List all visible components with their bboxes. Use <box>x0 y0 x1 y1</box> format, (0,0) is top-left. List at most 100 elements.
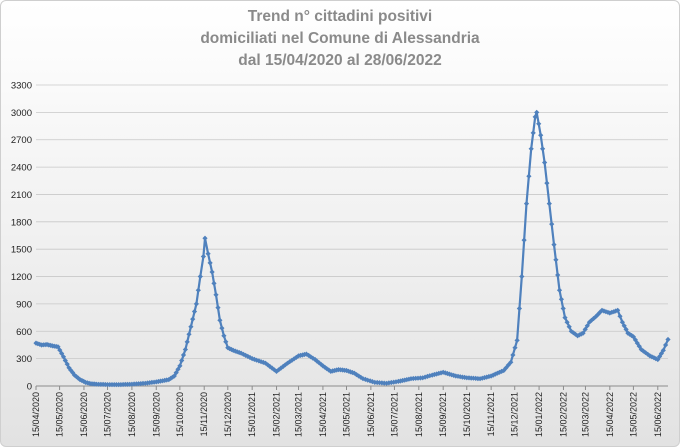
data-point <box>293 354 299 360</box>
data-point <box>320 363 326 369</box>
data-point <box>77 377 83 383</box>
data-point <box>643 350 649 356</box>
data-point <box>258 359 264 365</box>
data-point <box>180 352 187 358</box>
data-point <box>249 356 255 362</box>
data-point <box>576 332 582 338</box>
data-point <box>240 351 246 357</box>
data-point <box>265 362 271 368</box>
data-point <box>599 307 605 313</box>
data-point <box>508 359 514 365</box>
data-point <box>191 308 198 315</box>
data-point <box>190 316 196 322</box>
data-point <box>427 373 433 379</box>
data-point <box>406 376 412 382</box>
data-point <box>490 372 496 378</box>
data-point <box>660 347 666 353</box>
data-point <box>632 337 638 343</box>
data-point <box>653 356 659 362</box>
data-point <box>245 353 251 359</box>
data-point <box>223 339 229 345</box>
title-line-3: dal 15/04/2020 al 28/06/2022 <box>238 52 442 69</box>
data-point <box>429 372 435 378</box>
data-point <box>173 370 179 376</box>
x-tick-label: 15/02/2022 <box>558 392 568 437</box>
y-tick-label: 0 <box>27 382 32 393</box>
title-line-1: Trend n° cittadini positivi <box>247 8 433 25</box>
x-tick-label: 15/12/2020 <box>223 392 233 437</box>
data-point <box>234 349 240 355</box>
data-point <box>528 146 534 152</box>
data-point <box>663 342 669 348</box>
data-point <box>243 352 249 358</box>
y-tick-label: 2700 <box>11 135 32 146</box>
y-tick-label: 600 <box>16 327 32 338</box>
data-point <box>62 357 68 364</box>
x-tick-label: 15/07/2021 <box>389 392 399 437</box>
data-point <box>369 379 375 385</box>
data-point <box>534 109 540 115</box>
data-point <box>182 346 188 353</box>
data-point <box>440 369 446 375</box>
data-point <box>73 374 79 380</box>
data-point <box>629 332 635 339</box>
data-point <box>436 370 442 376</box>
data-point <box>649 354 655 360</box>
data-point <box>544 180 550 186</box>
data-point <box>81 378 87 384</box>
data-point <box>289 357 295 363</box>
data-point <box>66 365 72 371</box>
data-point <box>621 323 627 329</box>
data-point <box>227 346 233 352</box>
data-point <box>278 365 284 371</box>
data-point <box>168 375 174 381</box>
data-point <box>562 315 568 321</box>
data-point <box>71 372 78 378</box>
data-point <box>586 319 592 325</box>
data-point <box>551 242 557 248</box>
data-point <box>553 257 559 263</box>
data-point <box>254 357 260 363</box>
data-point <box>215 305 221 311</box>
data-point <box>256 358 262 364</box>
gridlines <box>36 84 668 360</box>
data-point <box>384 380 390 386</box>
data-point <box>516 305 522 312</box>
data-point <box>188 324 194 330</box>
data-point <box>591 315 597 322</box>
data-point <box>207 260 213 266</box>
chart-title: Trend n° cittadini positivi domiciliati … <box>0 6 680 72</box>
x-tick-label: 15/11/2020 <box>199 392 209 436</box>
data-point <box>479 375 485 381</box>
data-point <box>422 374 428 380</box>
data-point <box>634 340 640 346</box>
data-point <box>175 366 181 372</box>
data-point <box>232 348 238 354</box>
data-point <box>367 378 373 384</box>
x-tick-label: 15/08/2020 <box>127 392 137 437</box>
data-point <box>351 370 357 376</box>
data-point <box>572 331 579 337</box>
y-tick-labels: 0 300 600 900 1200 1500 1800 2100 2400 2700 3000 33… <box>11 81 32 393</box>
data-point <box>177 363 183 369</box>
data-point <box>310 355 316 361</box>
data-point <box>558 296 564 302</box>
y-tick-label: 1500 <box>11 245 32 256</box>
x-tick-label: 15/09/2021 <box>438 392 448 437</box>
data-point <box>260 359 266 365</box>
data-point <box>532 114 538 120</box>
data-point <box>526 173 532 179</box>
x-tick-label: 15/06/2020 <box>79 392 89 437</box>
y-tick-label: 3300 <box>11 81 32 92</box>
data-point <box>251 356 257 362</box>
data-point <box>306 352 312 358</box>
x-tick-label: 15/11/2021 <box>486 392 496 436</box>
data-point <box>597 309 603 315</box>
data-point <box>514 337 520 343</box>
data-point <box>570 330 576 336</box>
data-point <box>625 330 631 336</box>
data-point <box>519 273 525 280</box>
data-point <box>647 353 653 359</box>
x-tick-label: 15/10/2021 <box>462 392 472 437</box>
